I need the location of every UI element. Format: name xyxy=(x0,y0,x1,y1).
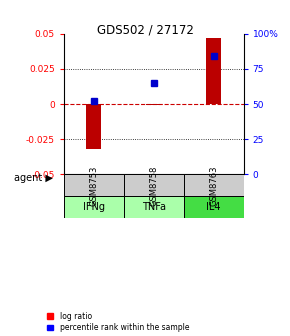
Bar xyxy=(64,197,124,218)
Text: IL4: IL4 xyxy=(206,202,221,212)
Text: GDS502 / 27172: GDS502 / 27172 xyxy=(97,24,193,37)
Bar xyxy=(146,104,161,106)
Legend: log ratio, percentile rank within the sample: log ratio, percentile rank within the sa… xyxy=(47,312,189,332)
Bar xyxy=(184,174,244,197)
Bar xyxy=(86,104,101,149)
Bar xyxy=(124,174,184,197)
Bar xyxy=(206,38,221,104)
Text: GSM8763: GSM8763 xyxy=(209,165,218,206)
Text: agent ▶: agent ▶ xyxy=(14,173,53,183)
Bar xyxy=(184,197,244,218)
Text: IFNg: IFNg xyxy=(83,202,105,212)
Text: GSM8753: GSM8753 xyxy=(89,165,98,206)
Text: GSM8758: GSM8758 xyxy=(149,165,158,206)
Bar xyxy=(64,174,124,197)
Bar xyxy=(124,197,184,218)
Text: TNFa: TNFa xyxy=(142,202,166,212)
